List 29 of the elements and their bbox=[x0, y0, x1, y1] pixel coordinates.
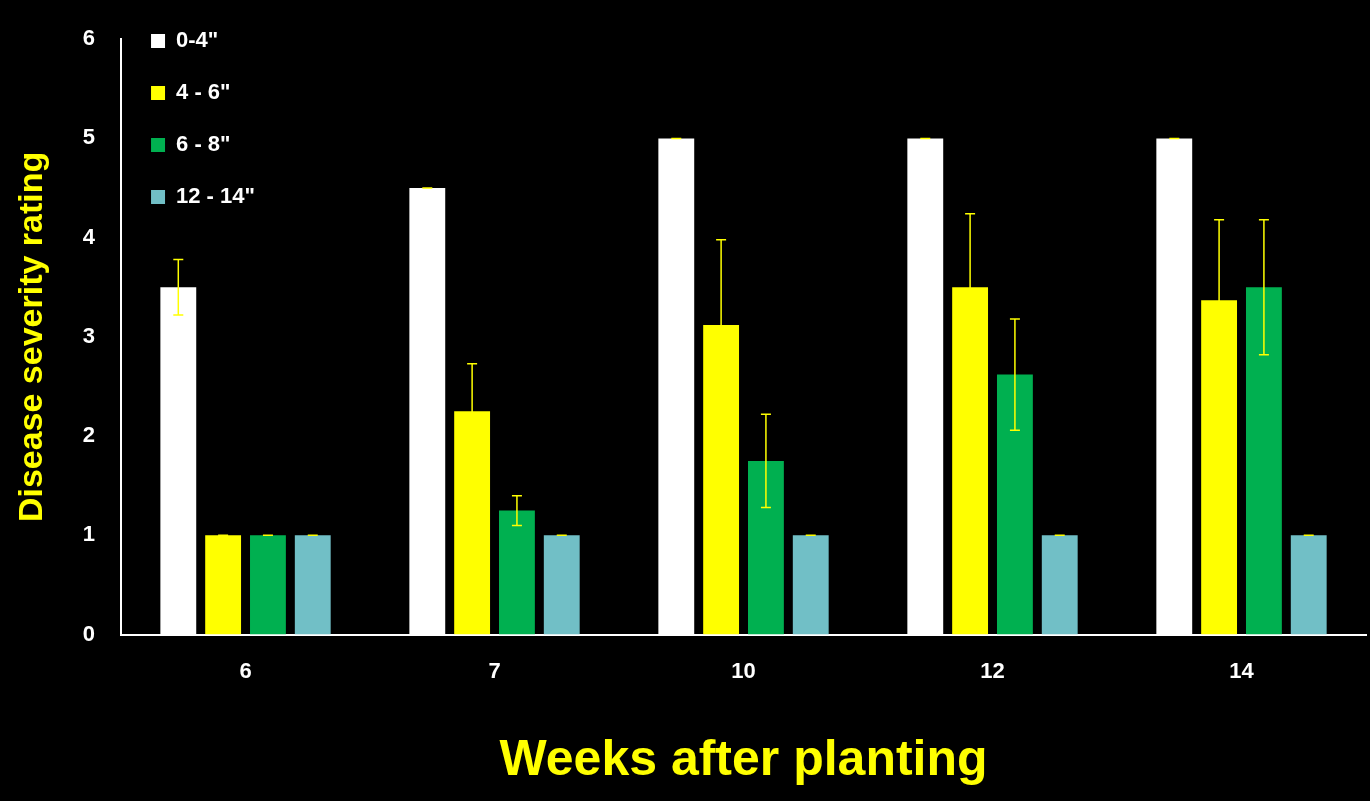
legend-label: 12 - 14" bbox=[176, 183, 255, 209]
bar bbox=[1245, 287, 1282, 635]
bar bbox=[1041, 535, 1078, 635]
y-tick-label: 6 bbox=[82, 25, 96, 51]
bar bbox=[748, 460, 784, 635]
legend-label: 0-4" bbox=[176, 27, 219, 53]
y-tick-label: 1 bbox=[82, 521, 96, 547]
y-tick-label: 0 bbox=[82, 620, 96, 646]
legend-label: 4 - 6" bbox=[176, 79, 231, 105]
bar bbox=[294, 535, 331, 635]
bar bbox=[205, 535, 242, 635]
y-tick-label: 2 bbox=[82, 422, 96, 448]
bar bbox=[792, 535, 829, 635]
bar bbox=[1290, 535, 1327, 635]
bar bbox=[499, 510, 535, 635]
x-tick-label: 7 bbox=[488, 657, 501, 683]
bar bbox=[996, 374, 1033, 635]
x-axis-title: Weeks after planting bbox=[499, 729, 988, 786]
x-tick-label: 6 bbox=[239, 657, 252, 683]
x-tick-label: 12 bbox=[980, 657, 1005, 683]
y-tick-label: 5 bbox=[82, 124, 96, 150]
x-tick-label: 14 bbox=[1229, 657, 1255, 683]
x-tick-label: 10 bbox=[731, 657, 756, 683]
bar bbox=[543, 535, 580, 635]
y-tick-label: 4 bbox=[82, 223, 96, 249]
legend-label: 6 - 8" bbox=[176, 131, 231, 157]
bar bbox=[250, 535, 286, 635]
y-tick-label: 3 bbox=[82, 322, 96, 348]
y-axis-title: Disease severity rating bbox=[10, 151, 49, 523]
